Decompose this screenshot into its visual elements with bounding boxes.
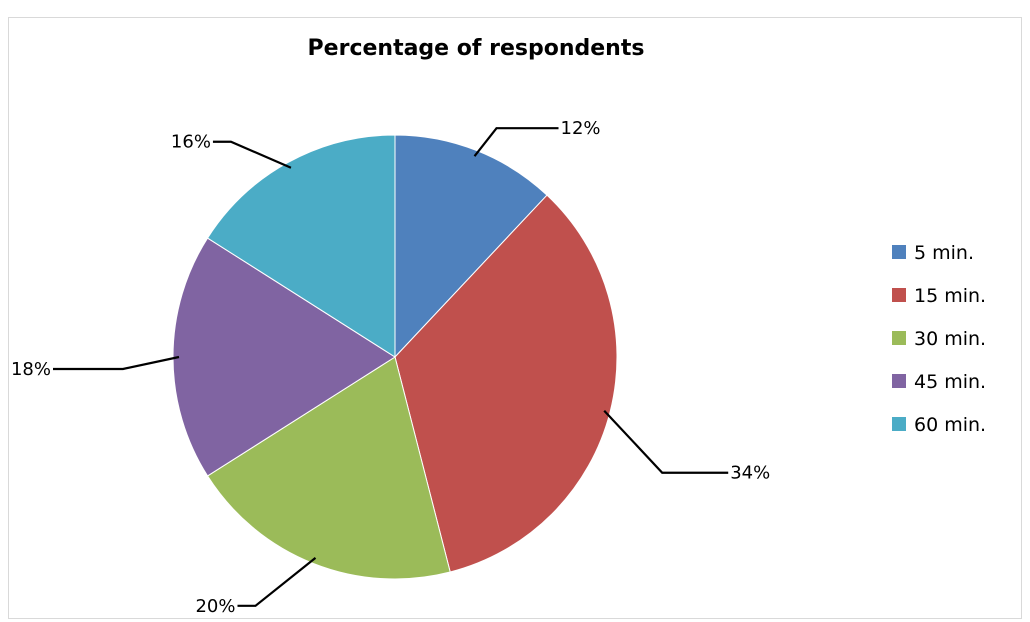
leader-line-30-min [237, 556, 317, 607]
legend-swatch-60-min [892, 417, 906, 431]
legend-swatch-30-min [892, 331, 906, 345]
data-label-30-min: 20% [195, 596, 235, 617]
pie-slice-30-min [206, 356, 451, 580]
data-label-45-min: 18% [11, 359, 51, 380]
data-labels: 12% 34% 20% 18% 16% [11, 118, 770, 617]
leader-line-5-min [473, 127, 559, 157]
data-label-5-min: 12% [561, 118, 601, 139]
pie-slices [172, 134, 618, 580]
pie-slice-5-min [394, 134, 548, 359]
leader-line-45-min [53, 355, 180, 371]
pie-slice-60-min [206, 134, 396, 358]
legend-swatch-15-min [892, 288, 906, 302]
chart-title: Percentage of respondents [308, 36, 645, 61]
pie-slice-15-min [394, 194, 618, 573]
legend-label-15-min: 15 min. [914, 285, 986, 307]
legend-label-5-min: 5 min. [914, 242, 974, 264]
legend-swatch-45-min [892, 374, 906, 388]
legend-label-30-min: 30 min. [914, 328, 986, 350]
pie-slice-45-min [172, 237, 396, 477]
legend: 5 min. 15 min. 30 min. 45 min. 60 min. [892, 242, 986, 436]
leader-line-15-min [603, 409, 729, 474]
data-label-15-min: 34% [730, 463, 770, 484]
legend-swatch-5-min [892, 245, 906, 259]
label-leader-lines [53, 127, 729, 607]
data-label-60-min: 16% [171, 132, 211, 153]
legend-label-60-min: 60 min. [914, 414, 986, 436]
legend-label-45-min: 45 min. [914, 371, 986, 393]
leader-line-60-min [212, 140, 292, 169]
